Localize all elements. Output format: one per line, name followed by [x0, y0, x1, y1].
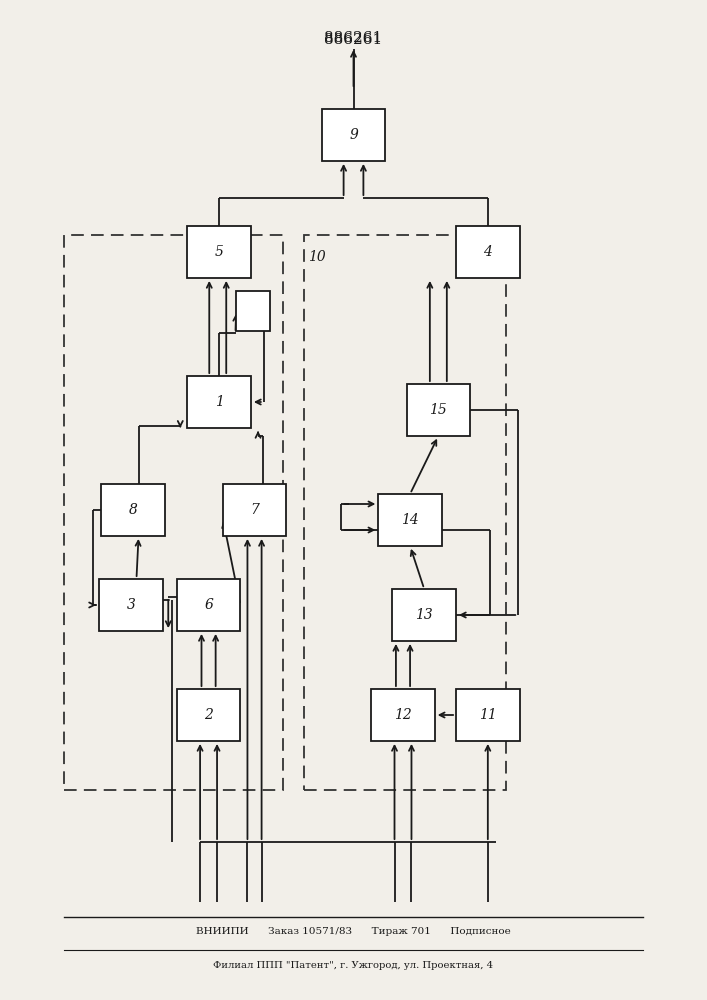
- Text: 6: 6: [204, 598, 213, 612]
- Text: 8: 8: [129, 503, 137, 517]
- Bar: [187, 226, 251, 278]
- Text: 886261: 886261: [325, 31, 382, 45]
- Text: 14: 14: [401, 513, 419, 527]
- Text: 10: 10: [308, 250, 325, 264]
- Text: ВНИИПИ      Заказ 10571/83      Тираж 701      Подписное: ВНИИПИ Заказ 10571/83 Тираж 701 Подписно…: [196, 928, 511, 936]
- Bar: [304, 235, 506, 790]
- Bar: [407, 384, 470, 436]
- Text: 2: 2: [204, 708, 213, 722]
- Bar: [177, 579, 240, 631]
- Text: 7: 7: [250, 503, 259, 517]
- Text: 1: 1: [215, 395, 223, 409]
- Text: 5: 5: [215, 245, 223, 259]
- Text: 12: 12: [394, 708, 412, 722]
- Text: 15: 15: [429, 403, 448, 417]
- Text: Филиал ППП "Патент", г. Ужгород, ул. Проектная, 4: Филиал ППП "Патент", г. Ужгород, ул. Про…: [214, 960, 493, 970]
- Text: 13: 13: [415, 608, 433, 622]
- Bar: [64, 235, 283, 790]
- Bar: [456, 226, 520, 278]
- Text: 11: 11: [479, 708, 497, 722]
- Bar: [99, 579, 163, 631]
- Bar: [378, 494, 442, 546]
- Bar: [371, 689, 435, 741]
- Text: 9: 9: [349, 128, 358, 142]
- Text: 886261: 886261: [325, 33, 382, 47]
- Bar: [456, 689, 520, 741]
- Bar: [392, 589, 456, 641]
- Bar: [322, 109, 385, 161]
- Text: 4: 4: [484, 245, 492, 259]
- Bar: [187, 376, 251, 428]
- Bar: [177, 689, 240, 741]
- Bar: [101, 484, 165, 536]
- Text: 3: 3: [127, 598, 135, 612]
- Bar: [236, 291, 270, 331]
- Bar: [223, 484, 286, 536]
